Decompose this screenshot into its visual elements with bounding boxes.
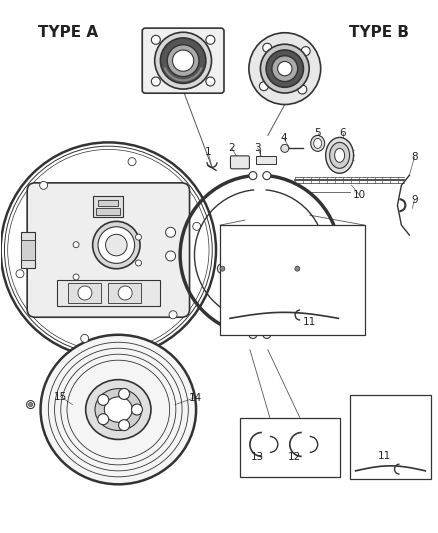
Ellipse shape xyxy=(41,335,196,484)
Ellipse shape xyxy=(326,138,353,173)
Circle shape xyxy=(152,77,160,86)
Circle shape xyxy=(217,264,227,273)
Circle shape xyxy=(16,270,24,278)
Circle shape xyxy=(263,172,271,180)
Circle shape xyxy=(263,330,271,338)
Circle shape xyxy=(295,266,300,271)
Circle shape xyxy=(259,82,268,91)
Circle shape xyxy=(167,45,199,77)
Circle shape xyxy=(135,260,141,266)
Circle shape xyxy=(220,266,225,271)
Circle shape xyxy=(173,50,194,71)
Circle shape xyxy=(98,414,109,425)
Text: 12: 12 xyxy=(288,453,301,463)
FancyBboxPatch shape xyxy=(230,156,249,169)
Ellipse shape xyxy=(311,135,325,151)
Circle shape xyxy=(249,330,257,338)
Circle shape xyxy=(73,241,79,248)
Circle shape xyxy=(206,77,215,86)
Circle shape xyxy=(249,33,321,104)
Text: 5: 5 xyxy=(314,128,321,139)
Text: 11: 11 xyxy=(378,451,391,462)
Ellipse shape xyxy=(86,379,151,439)
Circle shape xyxy=(128,158,136,166)
Ellipse shape xyxy=(314,139,321,148)
Circle shape xyxy=(27,401,35,409)
Bar xyxy=(350,394,431,479)
Text: 1: 1 xyxy=(205,147,212,157)
Circle shape xyxy=(266,50,304,87)
Text: 11: 11 xyxy=(303,317,316,327)
Circle shape xyxy=(119,389,130,399)
Circle shape xyxy=(249,172,257,180)
Circle shape xyxy=(298,85,307,94)
Bar xyxy=(108,282,141,303)
Text: 8: 8 xyxy=(411,152,418,163)
Bar xyxy=(21,232,35,268)
Bar xyxy=(68,282,101,303)
Bar xyxy=(240,417,339,478)
Circle shape xyxy=(28,402,32,407)
Circle shape xyxy=(155,32,212,89)
Text: TYPE A: TYPE A xyxy=(39,25,99,41)
Ellipse shape xyxy=(335,148,345,163)
Text: 9: 9 xyxy=(411,195,418,205)
Circle shape xyxy=(193,222,201,230)
Bar xyxy=(96,207,120,215)
Text: TYPE B: TYPE B xyxy=(350,25,410,41)
Bar xyxy=(256,156,276,164)
Circle shape xyxy=(118,286,132,300)
Circle shape xyxy=(160,38,206,83)
Circle shape xyxy=(135,234,141,240)
Bar xyxy=(99,199,118,206)
Circle shape xyxy=(152,35,160,44)
Circle shape xyxy=(1,142,216,358)
Circle shape xyxy=(301,46,310,55)
Text: 4: 4 xyxy=(280,133,287,143)
Circle shape xyxy=(131,404,142,415)
Circle shape xyxy=(78,286,92,300)
Circle shape xyxy=(98,227,134,263)
Circle shape xyxy=(106,235,127,256)
Circle shape xyxy=(292,264,302,273)
Circle shape xyxy=(40,181,48,189)
Circle shape xyxy=(98,394,109,406)
Circle shape xyxy=(81,334,88,342)
FancyBboxPatch shape xyxy=(27,183,190,317)
Bar xyxy=(93,196,124,217)
Circle shape xyxy=(260,44,309,93)
Ellipse shape xyxy=(104,397,132,422)
Text: 6: 6 xyxy=(339,128,346,139)
Text: 10: 10 xyxy=(353,190,366,200)
Circle shape xyxy=(206,35,215,44)
Ellipse shape xyxy=(95,389,141,431)
Circle shape xyxy=(166,251,176,261)
Circle shape xyxy=(281,144,289,152)
Bar xyxy=(57,280,159,306)
Bar xyxy=(220,225,364,335)
Text: 13: 13 xyxy=(251,453,265,463)
Text: 15: 15 xyxy=(54,392,67,401)
Circle shape xyxy=(272,56,298,82)
Circle shape xyxy=(93,221,140,269)
Circle shape xyxy=(73,274,79,280)
FancyBboxPatch shape xyxy=(142,28,224,93)
Ellipse shape xyxy=(330,142,350,168)
Text: 14: 14 xyxy=(188,393,202,402)
Text: 2: 2 xyxy=(229,143,235,154)
Circle shape xyxy=(278,61,292,76)
Circle shape xyxy=(166,227,176,237)
Circle shape xyxy=(119,419,130,431)
Bar xyxy=(21,240,35,260)
Text: 3: 3 xyxy=(254,143,261,154)
Circle shape xyxy=(263,43,272,52)
Circle shape xyxy=(169,311,177,319)
